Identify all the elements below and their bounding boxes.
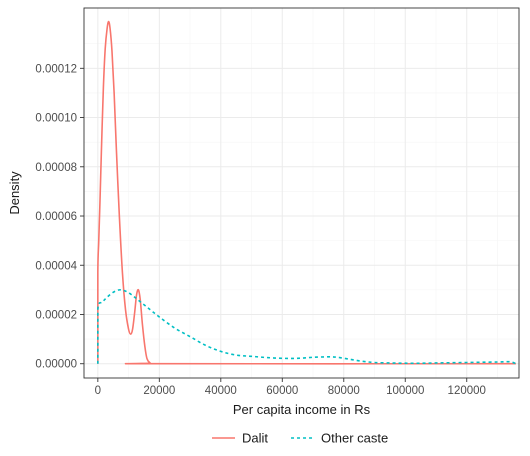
x-tick-label: 20000 (143, 385, 175, 397)
legend-label-dalit: Dalit (242, 431, 268, 446)
y-axis-ticks: 0.00000 0.00002 0.00004 0.00006 0.00008 0.000… (35, 63, 84, 371)
legend-label-other-caste: Other caste (321, 431, 388, 446)
x-tick-label: 120000 (448, 385, 486, 397)
y-tick-label: 0.00010 (35, 113, 77, 125)
y-tick-label: 0.00002 (35, 309, 77, 321)
series-line-dalit (97, 20, 516, 365)
x-tick-label: 60000 (266, 385, 298, 397)
major-gridlines (84, 8, 519, 378)
y-tick-label: 0.00008 (35, 162, 77, 174)
minor-gridlines (84, 8, 519, 378)
y-tick-label: 0.00012 (35, 63, 77, 75)
series-layer (97, 20, 517, 365)
x-tick-label: 100000 (386, 385, 424, 397)
x-axis-ticks: 0 20000 40000 60000 80000 100000 120000 (95, 378, 486, 397)
x-tick-label: 80000 (328, 385, 360, 397)
legend: Dalit Other caste (212, 431, 388, 446)
x-tick-label: 0 (95, 385, 101, 397)
panel-border (83, 7, 520, 379)
x-tick-label: 40000 (205, 385, 237, 397)
y-tick-label: 0.00006 (35, 211, 77, 223)
y-tick-label: 0.00000 (35, 359, 77, 371)
y-tick-label: 0.00004 (35, 260, 77, 272)
series-line-other-caste (97, 289, 517, 365)
y-axis-title: Density (7, 171, 22, 215)
x-axis-title: Per capita income in Rs (233, 402, 371, 417)
